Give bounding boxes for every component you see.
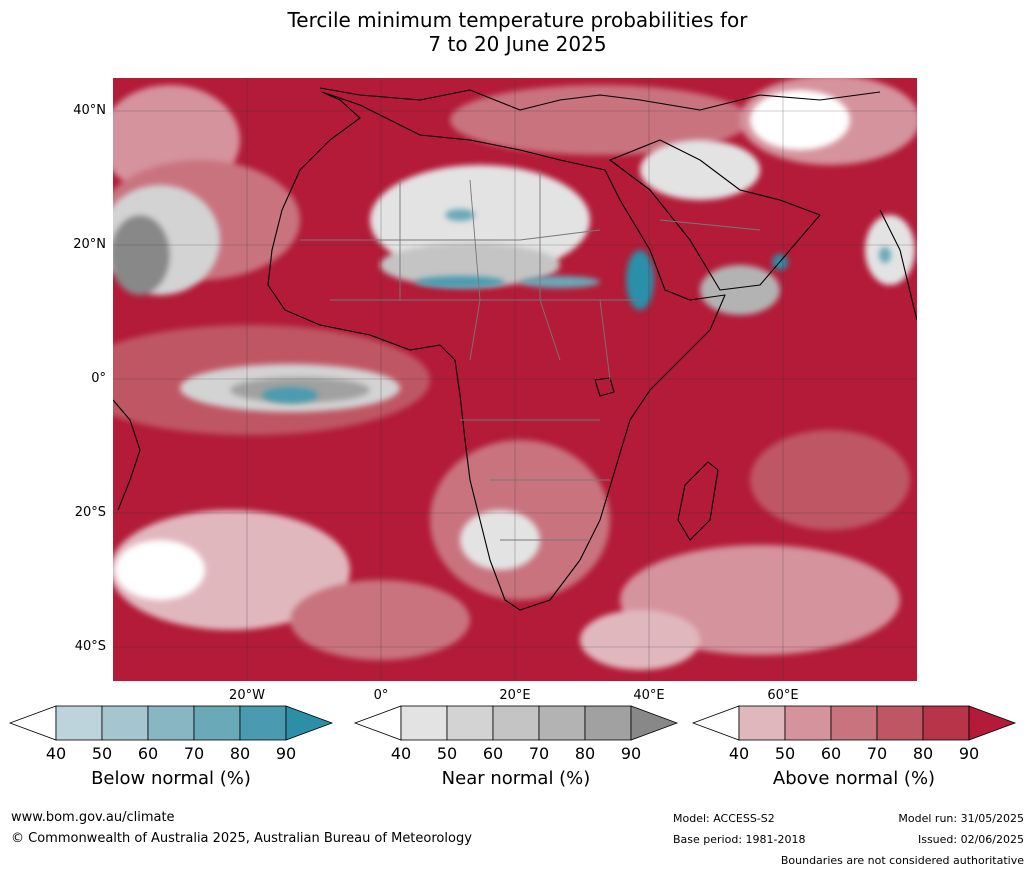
- colorbar-2-title: Above normal (%): [772, 768, 936, 789]
- lon-label-40e: 40°E: [633, 688, 665, 703]
- near-normal-zones: [113, 90, 915, 600]
- colorbar-0-high-arrow: [285, 705, 334, 741]
- colorbar-0-segment-2: [147, 705, 195, 741]
- colorbar-1-high-arrow: [630, 705, 679, 741]
- colorbar-2-segment-1: [784, 705, 832, 741]
- colorbar-2-tick-70: 70: [866, 744, 888, 763]
- lat-label-20s: 20°S: [74, 505, 106, 520]
- colorbar-0-tick-40: 40: [45, 744, 67, 763]
- footer-issued: Issued: 02/06/2025: [917, 833, 1024, 846]
- colorbar-0-tick-60: 60: [137, 744, 159, 763]
- colorbar-0-segment-4: [239, 705, 287, 741]
- lat-label-0: 0°: [91, 371, 106, 386]
- africa-coastline: [267, 91, 726, 611]
- arabia-coastline: [609, 139, 821, 291]
- colorbar-1-tick-40: 40: [390, 744, 412, 763]
- country-borders: [300, 170, 761, 541]
- colorbar-1-tick-60: 60: [482, 744, 504, 763]
- lon-label-0: 0°: [373, 688, 389, 703]
- colorbar-1-segment-3: [538, 705, 586, 741]
- coastlines: [113, 87, 917, 611]
- europe-coastline: [319, 87, 881, 111]
- colorbar-1-tick-50: 50: [436, 744, 458, 763]
- colorbar-0-tick-90: 90: [275, 744, 297, 763]
- colorbar-0-tick-70: 70: [183, 744, 205, 763]
- graticule: [113, 78, 917, 681]
- colorbar-2-segment-3: [876, 705, 924, 741]
- colorbar-1-low-arrow: [353, 705, 402, 741]
- colorbar-1-tick-80: 80: [574, 744, 596, 763]
- colorbar-1-segment-4: [584, 705, 632, 741]
- south-america-coastline: [113, 399, 141, 511]
- colorbar-1-title: Near normal (%): [441, 768, 591, 789]
- colorbar-1-tick-70: 70: [528, 744, 550, 763]
- colorbar-2-tick-40: 40: [728, 744, 750, 763]
- colorbar-2-tick-50: 50: [774, 744, 796, 763]
- colorbar-1-segment-0: [400, 705, 448, 741]
- colorbar-0-title: Below normal (%): [91, 768, 251, 789]
- lat-label-40n: 40°N: [73, 103, 106, 118]
- colorbar-0-segment-0: [55, 705, 103, 741]
- footer-model-run: Model run: 31/05/2025: [898, 812, 1024, 825]
- colorbar-0-segment-3: [193, 705, 241, 741]
- colorbar-2-segment-0: [738, 705, 786, 741]
- colorbar-1-tick-90: 90: [620, 744, 642, 763]
- lat-label-20n: 20°N: [73, 237, 106, 252]
- map-title-line2: 7 to 20 June 2025: [428, 32, 607, 56]
- lon-label-60e: 60°E: [767, 688, 799, 703]
- india-coastline: [879, 209, 917, 321]
- colorbar-2-tick-80: 80: [912, 744, 934, 763]
- colorbar-2-segment-4: [922, 705, 970, 741]
- lat-label-40s: 40°S: [74, 639, 106, 654]
- footer-website: www.bom.gov.au/climate: [11, 810, 175, 825]
- madagascar-coastline: [677, 461, 719, 541]
- colorbar-1-segment-1: [446, 705, 494, 741]
- map-title-line1: Tercile minimum temperature probabilitie…: [287, 8, 748, 32]
- lon-label-20e: 20°E: [499, 688, 531, 703]
- colorbar-2-tick-60: 60: [820, 744, 842, 763]
- lake-victoria: [594, 377, 615, 397]
- colorbar-2-low-arrow: [691, 705, 740, 741]
- colorbar-0-tick-50: 50: [91, 744, 113, 763]
- colorbar-2-high-arrow: [968, 705, 1017, 741]
- footer-model: Model: ACCESS-S2: [673, 812, 775, 825]
- colorbar-0-low-arrow: [8, 705, 57, 741]
- footer-disclaimer: Boundaries are not considered authoritat…: [780, 854, 1024, 867]
- colorbar-0-tick-80: 80: [229, 744, 251, 763]
- map-title: Tercile minimum temperature probabilitie…: [0, 8, 1035, 56]
- colorbar-2-tick-90: 90: [958, 744, 980, 763]
- colorbars: [8, 705, 1017, 741]
- colorbar-2-segment-2: [830, 705, 878, 741]
- footer-copyright: © Commonwealth of Australia 2025, Austra…: [11, 831, 472, 846]
- lon-label-20w: 20°W: [229, 688, 265, 703]
- colorbar-1-segment-2: [492, 705, 540, 741]
- colorbar-0-segment-1: [101, 705, 149, 741]
- footer-base-period: Base period: 1981-2018: [673, 833, 806, 846]
